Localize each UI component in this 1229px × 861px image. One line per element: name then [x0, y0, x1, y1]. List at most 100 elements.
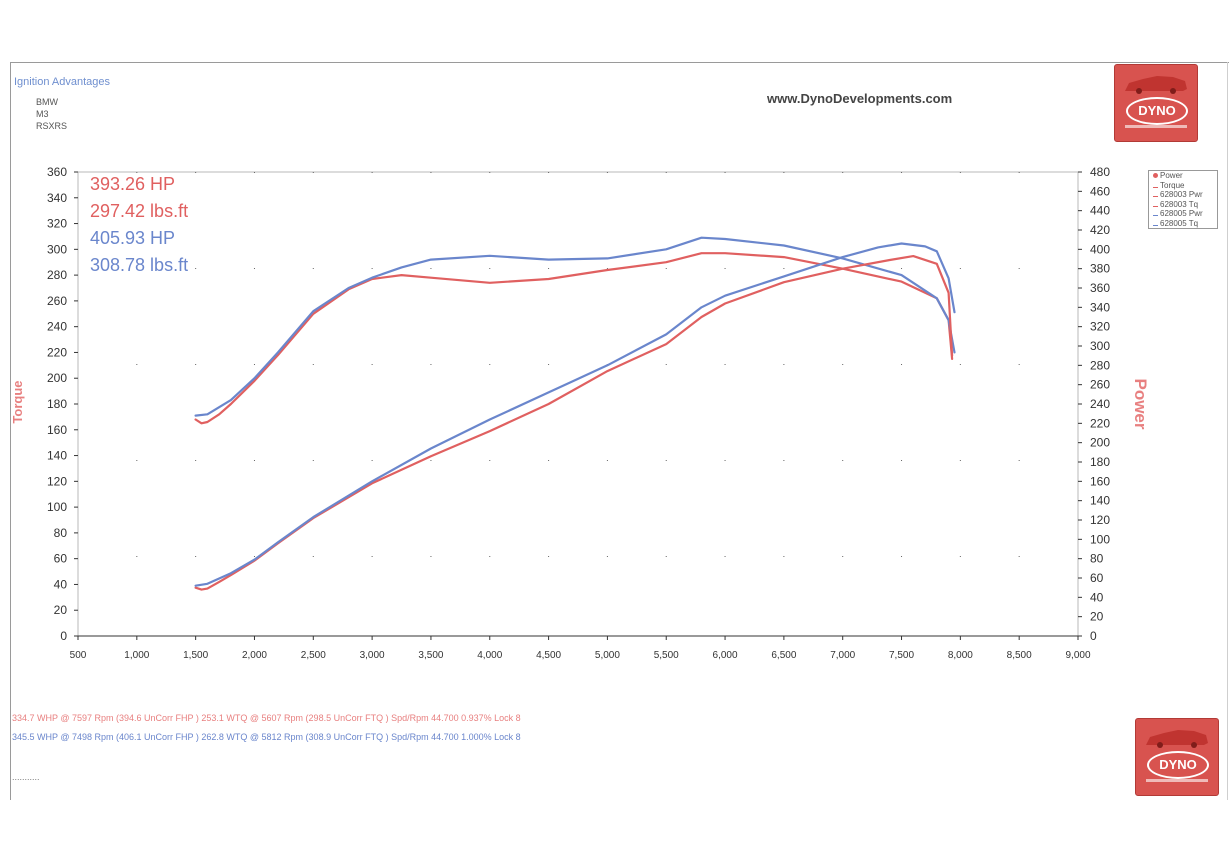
- peak-label: 308.78 lbs.ft: [90, 255, 188, 275]
- legend-swatch: [1153, 186, 1158, 188]
- run-summary-2: 345.5 WHP @ 7498 Rpm (406.1 UnCorr FHP )…: [12, 732, 521, 742]
- legend-label: 628005 Pwr: [1160, 209, 1203, 218]
- x-axis: 500 1,000 1,500 2,000 2,500 3,000 3,500 4,000 4,…: [70, 636, 1091, 661]
- peak-label: 405.93 HP: [90, 228, 175, 248]
- x-tick-label: 1,000: [124, 650, 149, 661]
- frame-left-border: [10, 62, 11, 800]
- legend-item-628003-pwr: 628003 Pwr: [1149, 190, 1217, 200]
- series-lines: [194, 236, 956, 591]
- x-tick-label: 6,500: [771, 650, 796, 661]
- footer-dots: ...........: [12, 772, 40, 782]
- y-right-tick-label: 200: [1090, 436, 1110, 450]
- x-tick-label: 4,000: [477, 650, 502, 661]
- plot-area: [77, 171, 1079, 637]
- x-tick-label: 3,500: [418, 650, 443, 661]
- y-axis-left-label: Torque: [10, 380, 25, 423]
- legend-label: 628003 Tq: [1160, 199, 1199, 209]
- legend-item-power: Power: [1149, 171, 1217, 181]
- y-left-tick-label: 340: [47, 191, 67, 205]
- y-right-tick-label: 20: [1090, 610, 1104, 624]
- y-left-tick-label: 220: [47, 345, 67, 359]
- dyno-badge: DYNO: [1147, 751, 1209, 779]
- logo-underline: [1125, 125, 1187, 128]
- y-right-tick-label: 420: [1090, 223, 1110, 237]
- run-title: Ignition Advantages: [14, 76, 111, 88]
- series-line-2: [194, 236, 956, 417]
- logo-underline: [1146, 779, 1208, 782]
- y-left-tick-label: 60: [54, 552, 68, 566]
- y-right-tick-label: 260: [1090, 378, 1110, 392]
- y-left-tick-label: 160: [47, 423, 67, 437]
- y-left-tick-label: 20: [54, 603, 68, 617]
- peak-label: 393.26 HP: [90, 174, 175, 194]
- car-icon: [1146, 730, 1208, 748]
- y-axis-right: 0 20 40 60 80 100 120 140 160 180 200 220 240 260 280 3…: [1078, 165, 1110, 643]
- x-tick-label: 9,000: [1065, 650, 1090, 661]
- y-right-tick-label: 180: [1090, 455, 1110, 469]
- y-right-tick-label: 300: [1090, 339, 1110, 353]
- y-right-tick-label: 220: [1090, 416, 1110, 430]
- x-tick-label: 500: [70, 650, 87, 661]
- y-left-tick-label: 320: [47, 217, 67, 231]
- y-left-tick-label: 180: [47, 397, 67, 411]
- series-line-3: [194, 255, 954, 591]
- website-url: www.DynoDevelopments.com: [767, 91, 953, 106]
- y-right-tick-label: 440: [1090, 204, 1110, 218]
- x-tick-label: 3,000: [360, 650, 385, 661]
- y-right-tick-label: 120: [1090, 513, 1110, 527]
- legend-swatch: [1153, 196, 1158, 197]
- y-right-tick-label: 100: [1090, 532, 1110, 546]
- y-right-tick-label: 380: [1090, 262, 1110, 276]
- y-left-tick-label: 240: [47, 320, 67, 334]
- x-tick-label: 2,500: [301, 650, 326, 661]
- y-right-tick-label: 0: [1090, 629, 1097, 643]
- dyno-logo-top: DYNO: [1114, 64, 1198, 142]
- y-right-tick-label: 80: [1090, 552, 1104, 566]
- x-tick-label: 2,000: [242, 650, 267, 661]
- y-left-tick-label: 40: [54, 577, 68, 591]
- y-right-tick-label: 40: [1090, 590, 1104, 604]
- y-left-tick-label: 0: [60, 629, 67, 643]
- legend-item-628003-tq: 628003 Tq: [1149, 200, 1217, 210]
- legend-swatch: [1153, 215, 1158, 216]
- y-right-tick-label: 160: [1090, 474, 1110, 488]
- series-line-1: [194, 252, 954, 425]
- x-tick-label: 4,500: [536, 650, 561, 661]
- x-tick-label: 7,500: [889, 650, 914, 661]
- y-right-tick-label: 140: [1090, 494, 1110, 508]
- y-left-tick-label: 100: [47, 500, 67, 514]
- x-tick-label: 5,000: [595, 650, 620, 661]
- chart-legend: Power Torque 628003 Pwr 628003 Tq 628005…: [1148, 170, 1218, 229]
- series-line-4: [194, 242, 956, 587]
- y-left-tick-label: 300: [47, 242, 67, 256]
- y-left-tick-label: 80: [54, 526, 68, 540]
- y-left-tick-label: 260: [47, 294, 67, 308]
- y-left-tick-label: 280: [47, 268, 67, 282]
- peak-labels: 393.26 HP 297.42 lbs.ft 405.93 HP 308.78 lb…: [90, 174, 188, 275]
- y-left-tick-label: 200: [47, 371, 67, 385]
- y-left-tick-label: 360: [47, 165, 67, 179]
- x-tick-label: 7,000: [830, 650, 855, 661]
- vehicle-make: BMW: [36, 97, 58, 107]
- y-axis-right-label: Power: [1131, 378, 1150, 429]
- legend-label: Power: [1160, 171, 1183, 180]
- x-tick-label: 6,000: [713, 650, 738, 661]
- legend-label: Torque: [1160, 180, 1185, 190]
- y-right-tick-label: 460: [1090, 184, 1110, 198]
- frame-top-border: [10, 62, 1229, 63]
- legend-label: 628005 Tq: [1160, 218, 1199, 228]
- legend-item-628005-pwr: 628005 Pwr: [1149, 209, 1217, 219]
- x-tick-label: 5,500: [654, 650, 679, 661]
- y-right-tick-label: 240: [1090, 397, 1110, 411]
- x-tick-label: 1,500: [183, 650, 208, 661]
- y-axis-left: 0 20 40 60 80 100 120 140 160 180 200 220 240 260 280 3…: [47, 165, 78, 643]
- vehicle-code: RSXRS: [36, 121, 68, 131]
- y-right-tick-label: 280: [1090, 358, 1110, 372]
- legend-swatch: [1153, 173, 1158, 178]
- peak-label: 297.42 lbs.ft: [90, 201, 188, 221]
- y-left-tick-label: 120: [47, 474, 67, 488]
- y-right-tick-label: 360: [1090, 281, 1110, 295]
- run-summary-1: 334.7 WHP @ 7597 Rpm (394.6 UnCorr FHP )…: [12, 713, 521, 723]
- y-left-tick-label: 140: [47, 449, 67, 463]
